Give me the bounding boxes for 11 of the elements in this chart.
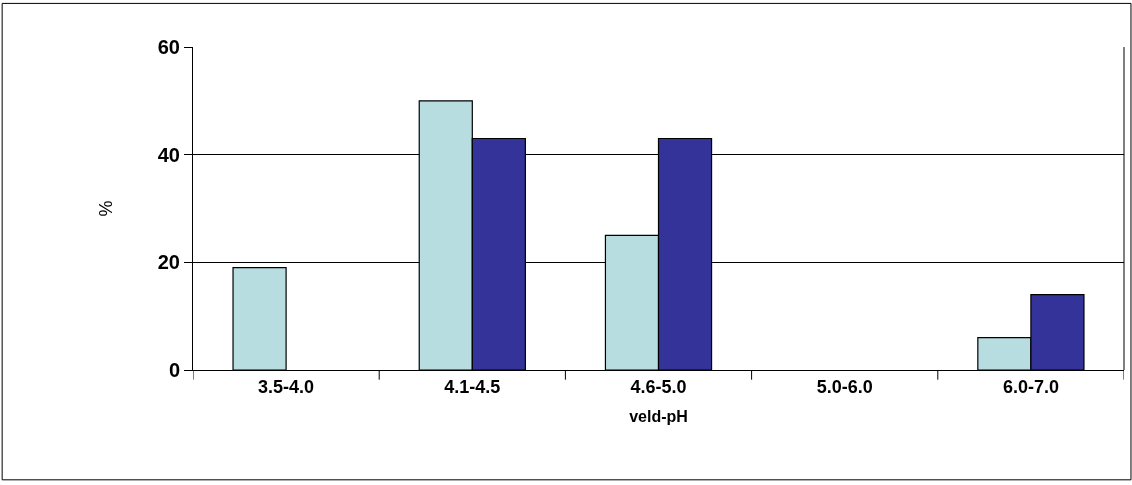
x-tick-label: 3.5-4.0 — [258, 376, 315, 397]
x-tick-label: 6.0-7.0 — [1002, 376, 1059, 397]
x-tick-label: 4.1-4.5 — [444, 376, 501, 397]
x-tick-label: 4.6-5.0 — [630, 376, 687, 397]
x-axis-title: veld-pH — [629, 408, 688, 426]
y-tick-label: 20 — [157, 251, 180, 274]
y-tick-label: 60 — [157, 36, 180, 58]
y-tick-label: 40 — [157, 143, 180, 166]
y-tick-label: 0 — [168, 359, 180, 381]
y-axis-title: % — [95, 200, 116, 217]
x-tick-label: 5.0-6.0 — [816, 376, 873, 397]
